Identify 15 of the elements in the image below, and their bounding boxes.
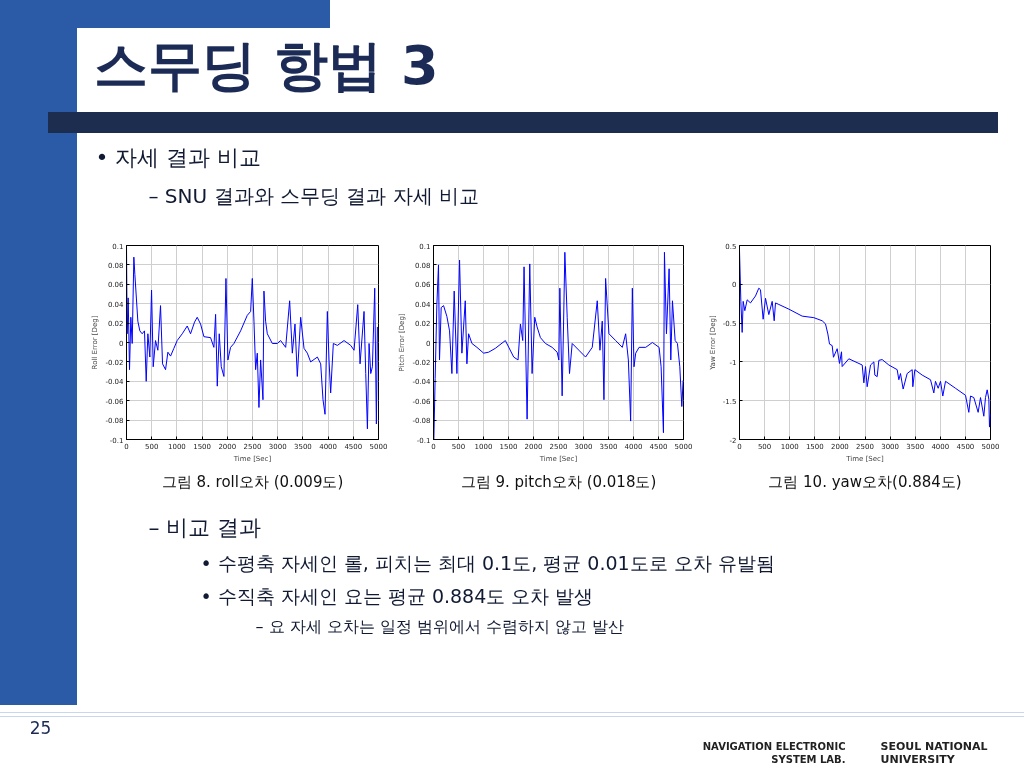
caption: 그림 10. yaw오차(0.884도) [768, 472, 962, 491]
text: • 수평축 자세인 롤, 피치는 최대 0.1도, 평균 0.01도로 오차 유발됨 [200, 551, 775, 574]
text: • 수직축 자세인 요는 평균 0.884도 오차 발생 [200, 584, 594, 607]
text: – 비교 결과 [148, 515, 262, 540]
text: 25 [29, 718, 52, 738]
text: – 요 자세 오차는 일정 범위에서 수렴하지 않고 발산 [255, 617, 625, 636]
caption: 그림 8. roll오차 (0.009도) [161, 472, 344, 491]
text: – SNU 결과와 스무딩 결과 자세 비교 [148, 183, 479, 208]
text: NAVIGATION ELECTRONIC [702, 741, 846, 752]
caption: 그림 9. pitch오차 (0.018도) [460, 472, 657, 491]
text: SEOUL NATIONAL [880, 740, 988, 753]
text: UNIVERSITY [880, 753, 956, 766]
text: 스무딩 항법 3 [93, 34, 439, 97]
text: SYSTEM LAB. [771, 754, 846, 765]
text: • 자세 결과 비교 [95, 145, 262, 170]
